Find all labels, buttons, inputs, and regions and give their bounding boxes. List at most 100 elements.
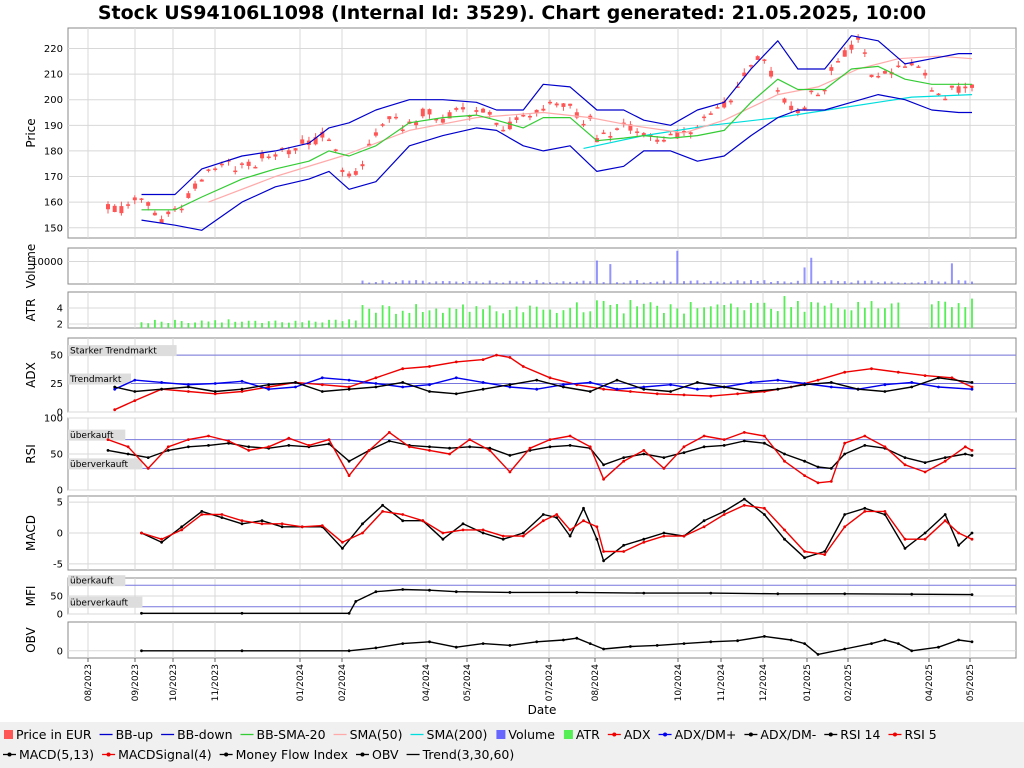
x-tick-label-11: 11/2024 (717, 664, 727, 702)
bb-up-line (141, 35, 972, 196)
rsi14-point (428, 445, 431, 449)
atr-bar (669, 304, 672, 328)
atr-bar (857, 301, 860, 328)
zone-bg-rsi-0 (68, 429, 126, 441)
atr-bar (261, 322, 263, 328)
y-axis-label-price: Price (24, 118, 38, 147)
macd-signal-point (642, 540, 646, 544)
volume-bar (435, 281, 438, 284)
adx-point (870, 367, 873, 371)
price-candle (507, 121, 512, 130)
macd-point (200, 510, 204, 513)
rsi14-point (963, 452, 967, 456)
atr-bar (696, 308, 699, 328)
dm-minus-point (937, 376, 940, 380)
atr-bar (354, 320, 357, 328)
atr-bar (194, 322, 196, 328)
price-candle (869, 74, 874, 78)
y-tick-mfi-0: 0 (57, 610, 63, 621)
rsi14-point (488, 446, 492, 450)
price-candle (574, 112, 579, 118)
volume-bar (830, 280, 833, 284)
rsi14-point (146, 456, 150, 459)
atr-bar (167, 323, 170, 328)
atr-bar (254, 320, 257, 328)
macd-point (970, 531, 974, 535)
volume-bar (957, 280, 960, 284)
zone-label-adx-1: Trendmarkt (69, 375, 122, 385)
rsi14-point (903, 456, 907, 459)
atr-bar (823, 305, 826, 328)
volume-bar (783, 281, 786, 284)
zone-label-rsi-1: überverkauft (70, 460, 129, 470)
volume-bar (488, 280, 491, 284)
price-candle (862, 52, 867, 54)
rsi5-point (816, 481, 820, 485)
dm-minus-point (829, 381, 833, 384)
atr-bar (683, 313, 685, 328)
price-candle (152, 212, 157, 216)
rsi14-point (863, 444, 867, 447)
price-candle (916, 66, 921, 68)
volume-bar (683, 281, 685, 284)
atr-bar (750, 303, 752, 328)
dm-minus-point (669, 390, 672, 393)
volume-bar (482, 282, 485, 284)
legend-label-2: BB-down (177, 727, 232, 742)
price-candle (394, 116, 398, 119)
macd-signal-point (240, 519, 244, 523)
atr-bar (281, 322, 284, 328)
volume-bar (455, 281, 458, 284)
rsi5-point (943, 459, 947, 463)
obv-point (870, 642, 873, 645)
obv-point (883, 638, 887, 642)
zone-label-adx-0: Starker Trendmarkt (70, 347, 157, 357)
price-candle (601, 132, 606, 135)
price-candle (233, 170, 238, 173)
volume-bar (877, 282, 880, 284)
y-tick-adx-0: 0 (57, 408, 63, 419)
atr-bar (140, 322, 143, 328)
atr-bar (502, 313, 505, 328)
volume-bar (810, 257, 813, 284)
volume-bar (642, 282, 645, 284)
atr-bar (575, 302, 578, 328)
price-candle (447, 112, 452, 119)
macd-signal-point (320, 524, 324, 527)
volume-bar (595, 260, 598, 284)
price-candle (340, 169, 345, 173)
macd-signal-point (970, 537, 974, 541)
volume-bar (368, 282, 371, 284)
price-candle (561, 103, 566, 107)
obv-point (481, 642, 485, 645)
price-candle (521, 114, 526, 117)
adx-point (187, 390, 190, 393)
adx-point (709, 394, 713, 398)
y-tick-rsi-1: 50 (50, 450, 63, 461)
price-candle (146, 202, 151, 206)
macd-signal-point (803, 550, 806, 553)
atr-bar (294, 320, 297, 328)
obv-point (602, 647, 605, 651)
mfi-point (575, 591, 579, 594)
macd-point (903, 547, 907, 550)
price-candle (621, 122, 626, 125)
atr-bar (428, 310, 431, 328)
mfi-point (240, 611, 244, 615)
atr-bar (187, 323, 190, 328)
obv-point (736, 639, 739, 643)
atr-bar (522, 312, 525, 328)
atr-bar (542, 309, 545, 328)
rsi14-point (126, 452, 130, 456)
atr-bar (234, 321, 237, 328)
legend-swatch (4, 730, 13, 739)
adx-point (816, 378, 820, 382)
atr-bar (817, 302, 819, 328)
rsi14-point (227, 441, 231, 445)
price-candle (742, 72, 747, 77)
macd-point (662, 531, 666, 535)
adx-point (896, 370, 900, 374)
mfi-point (347, 611, 351, 615)
bb-sma-line (141, 65, 972, 211)
atr-bar (395, 313, 397, 328)
